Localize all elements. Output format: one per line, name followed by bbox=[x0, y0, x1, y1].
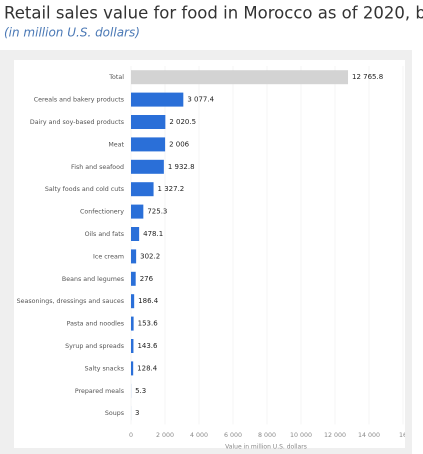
bar bbox=[131, 249, 137, 264]
category-label: Syrup and spreads bbox=[65, 343, 124, 350]
value-label: 153.6 bbox=[138, 320, 159, 328]
value-label: 186.4 bbox=[138, 297, 159, 305]
value-label: 3 bbox=[135, 409, 139, 417]
value-label: 1 327.2 bbox=[158, 185, 185, 193]
category-label: Soups bbox=[105, 410, 124, 417]
x-tick-label: 8 000 bbox=[258, 432, 276, 439]
x-axis-label: Value in million U.S. dollars bbox=[225, 444, 307, 451]
category-label: Beans and legumes bbox=[62, 276, 124, 283]
bar bbox=[131, 182, 154, 197]
bar bbox=[131, 159, 164, 174]
category-label: Dairy and soy-based products bbox=[30, 119, 124, 126]
x-tick-label: 14 000 bbox=[358, 432, 380, 439]
category-label: Meat bbox=[108, 141, 124, 148]
x-tick-label: 10 000 bbox=[290, 432, 312, 439]
plot: 0 2 000 4 000 6 000 8 000 10 000 12 000 14 000 1… bbox=[17, 66, 407, 439]
bar bbox=[131, 115, 166, 129]
bar bbox=[131, 271, 136, 286]
value-label: 725.3 bbox=[147, 208, 167, 216]
value-label: 128.4 bbox=[137, 364, 158, 372]
x-tick-label: 16 bbox=[399, 432, 407, 439]
category-label: Confectionery bbox=[80, 209, 124, 216]
chart-subtitle: (in million U.S. dollars) bbox=[4, 26, 140, 40]
bar bbox=[131, 92, 184, 107]
value-label: 302.2 bbox=[140, 252, 160, 260]
x-tick-label: 6 000 bbox=[224, 432, 242, 439]
bar bbox=[131, 361, 134, 376]
category-label: Total bbox=[108, 74, 124, 81]
value-label: 3 077.4 bbox=[187, 96, 214, 104]
category-label: Fish and seafood bbox=[71, 164, 124, 171]
category-label: Seasonings, dressings and sauces bbox=[17, 298, 124, 305]
value-label: 12 765.8 bbox=[352, 73, 383, 81]
bar bbox=[131, 204, 144, 219]
category-label: Salty snacks bbox=[85, 365, 124, 372]
plot-background bbox=[14, 60, 405, 448]
value-label: 478.1 bbox=[143, 230, 163, 238]
value-label: 276 bbox=[140, 275, 154, 283]
bar bbox=[131, 316, 134, 331]
bar bbox=[131, 70, 349, 85]
value-label: 143.6 bbox=[137, 342, 158, 350]
x-tick-label: 4 000 bbox=[190, 432, 208, 439]
value-label: 2 006 bbox=[169, 140, 190, 148]
category-label: Pasta and noodles bbox=[67, 321, 124, 328]
bar bbox=[131, 339, 134, 353]
category-label: Prepared meals bbox=[75, 388, 124, 395]
category-label: Salty foods and cold cuts bbox=[45, 186, 124, 193]
category-label: Cereals and bakery products bbox=[34, 97, 124, 104]
bar bbox=[131, 227, 140, 241]
x-tick-label: 12 000 bbox=[324, 432, 346, 439]
category-label: Ice cream bbox=[93, 253, 124, 260]
chart-title: Retail sales value for food in Morocco a… bbox=[4, 4, 423, 23]
value-label: 2 020.5 bbox=[169, 118, 196, 126]
bar bbox=[131, 294, 135, 309]
value-label: 1 932.8 bbox=[168, 163, 195, 171]
x-tick-label: 2 000 bbox=[156, 432, 174, 439]
bar bbox=[131, 137, 166, 152]
category-label: Oils and fats bbox=[85, 231, 124, 238]
value-label: 5.3 bbox=[135, 387, 146, 395]
x-tick-label: 0 bbox=[129, 432, 133, 439]
